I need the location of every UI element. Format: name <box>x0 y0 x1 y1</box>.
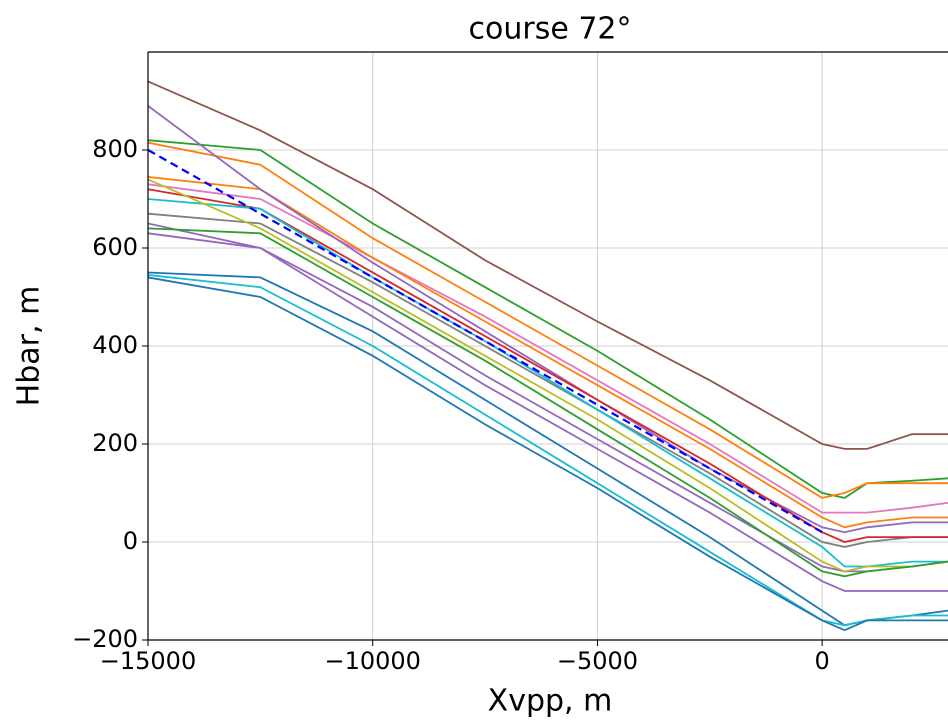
series-line <box>148 80 948 450</box>
chart-title: course 72° <box>469 12 632 47</box>
y-tick-label: 0 <box>123 527 138 555</box>
ticks: −15000 −10000 −5000 0 −200 0 200 400 600 800 <box>72 135 830 675</box>
x-tick-label: −15000 <box>100 647 196 675</box>
series-line <box>148 198 948 568</box>
y-axis-label: Hbar, m <box>12 286 47 407</box>
x-tick-label: −10000 <box>324 647 420 675</box>
x-tick-label: −5000 <box>557 647 638 675</box>
series-line <box>148 188 948 543</box>
y-tick-label: 600 <box>92 233 138 261</box>
y-tick-label: 200 <box>92 429 138 457</box>
x-axis-label: Xvpp, m <box>488 684 613 719</box>
series-line <box>148 227 948 578</box>
series-line <box>148 232 948 592</box>
x-tick-label: 0 <box>815 647 830 675</box>
y-tick-label: 800 <box>92 135 138 163</box>
lines <box>148 80 948 632</box>
series-line <box>148 276 948 632</box>
series-line <box>148 178 948 573</box>
series-line <box>148 212 948 548</box>
y-tick-label: 400 <box>92 331 138 359</box>
series-line <box>148 105 948 534</box>
series-line <box>148 141 948 499</box>
y-tick-label: −200 <box>72 625 138 653</box>
series-line <box>148 274 948 627</box>
series-line <box>148 176 948 529</box>
